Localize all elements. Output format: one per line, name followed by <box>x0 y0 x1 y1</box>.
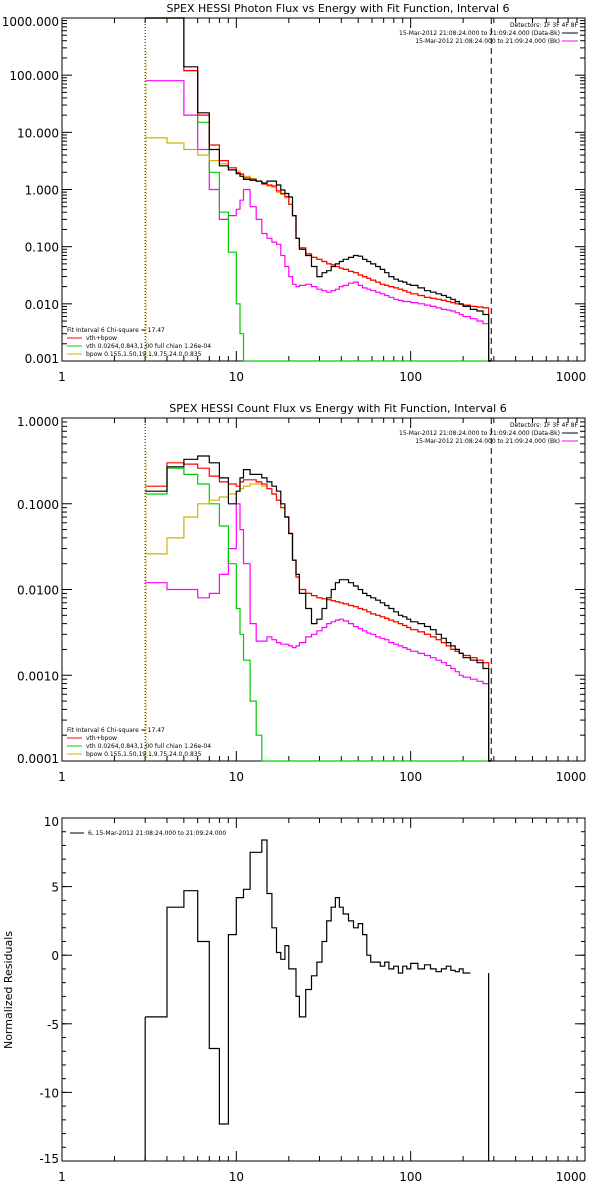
plot-frame <box>61 17 586 362</box>
x-tick-label: 1000 <box>556 1170 587 1184</box>
legend-residuals: 6, 15-Mar-2012 21:08:24.000 to 21:09:24.… <box>88 830 226 837</box>
legend-data-bk: 15-Mar-2012 21:08:24.000 to 21:09:24.000… <box>399 430 560 437</box>
x-tick-label: 1 <box>58 770 66 784</box>
panel-count-flux: SPEX HESSI Count Flux vs Energy with Fit… <box>17 402 586 784</box>
x-tick-label: 10 <box>229 370 244 384</box>
legend-detectors: Detectors: 1F 3F 4F 8F <box>510 422 579 429</box>
reference-lines <box>144 18 492 361</box>
plot-frame <box>61 817 586 1162</box>
series-group <box>144 839 490 1161</box>
legend-fit-interval: Fit Interval 6 Chi-square = 17.47 <box>67 727 165 734</box>
panel-photon-flux: SPEX HESSI Photon Flux vs Energy with Fi… <box>2 2 587 384</box>
axes: 1 10 100 1000 0.0001 0.0010 0.0100 0.1000 1.0000 <box>17 415 586 784</box>
series-total <box>145 17 492 362</box>
legend-bpow: bpow 0.155,1.50,19.1,9.75,24.0,0.835 <box>86 751 202 758</box>
x-tick-label: 10 <box>229 770 244 784</box>
y-tick-label: 0.0001 <box>17 752 59 766</box>
y-tick-label: 0 <box>51 949 59 963</box>
legend-bk: 15-Mar-2012 21:08:24.000 to 21:09:24.000… <box>415 38 560 45</box>
y-tick-label: -10 <box>39 1086 59 1100</box>
reference-lines <box>144 418 492 761</box>
axes: 1 10 100 1000 0.001 0.010 0.100 1.000 10.000 100.… <box>2 15 587 384</box>
y-tick-label: -5 <box>47 1018 59 1032</box>
y-tick-label: 1.0000 <box>17 415 59 429</box>
series-group <box>145 17 492 362</box>
series-vth <box>145 17 492 362</box>
chart-title: SPEX HESSI Photon Flux vs Energy with Fi… <box>166 2 509 15</box>
x-tick-label: 100 <box>399 770 422 784</box>
x-tick-label: 100 <box>399 1170 422 1184</box>
legend-bk: 15-Mar-2012 21:08:24.000 to 21:09:24.000… <box>415 438 560 445</box>
series-vth <box>145 467 492 762</box>
legend-bottom: Fit Interval 6 Chi-square = 17.47 vth+bp… <box>67 327 211 358</box>
axes: 1 10 100 1000 -15 -10 -5 0 5 10 <box>39 815 586 1184</box>
legend-data-bk: 15-Mar-2012 21:08:24.000 to 21:09:24.000… <box>399 30 560 37</box>
y-tick-label: 100.000 <box>9 69 59 83</box>
y-tick-label: 10.000 <box>17 126 59 140</box>
y-tick-label: 0.0010 <box>17 669 59 683</box>
x-tick-label: 1000 <box>556 370 587 384</box>
plot-frame <box>61 417 586 762</box>
x-tick-label: 1000 <box>556 770 587 784</box>
series-group <box>145 455 492 762</box>
x-tick-label: 1 <box>58 1170 66 1184</box>
x-tick-label: 10 <box>229 1170 244 1184</box>
y-tick-label: 1000.000 <box>2 15 59 29</box>
legend-top: Detectors: 1F 3F 4F 8F 15-Mar-2012 21:08… <box>399 22 579 45</box>
legend-detectors: Detectors: 1F 3F 4F 8F <box>510 22 579 29</box>
y-tick-label: -15 <box>39 1152 59 1166</box>
y-tick-label: 0.001 <box>25 352 59 366</box>
y-tick-label: 10 <box>44 815 59 829</box>
y-tick-label: 0.1000 <box>17 498 59 512</box>
y-axis-label: Normalized Residuals <box>2 931 15 1049</box>
series-data <box>145 839 471 1125</box>
series-data <box>145 17 492 362</box>
series-total <box>145 462 492 762</box>
y-tick-label: 5 <box>51 881 59 895</box>
y-tick-label: 0.0100 <box>17 584 59 598</box>
legend-top: 6, 15-Mar-2012 21:08:24.000 to 21:09:24.… <box>70 830 226 837</box>
panel-residuals: 1 10 100 1000 -15 -10 -5 0 5 10 Normalized Residu… <box>2 815 586 1184</box>
legend-top: Detectors: 1F 3F 4F 8F 15-Mar-2012 21:08… <box>399 422 579 445</box>
legend-fit-interval: Fit Interval 6 Chi-square = 17.47 <box>67 327 165 334</box>
series-data <box>145 455 492 762</box>
x-tick-label: 1 <box>58 370 66 384</box>
legend-vth: vth 0.0264,0.843,1.00 full chian 1.26e-0… <box>86 343 211 350</box>
legend-bottom: Fit Interval 6 Chi-square = 17.47 vth+bp… <box>67 727 211 758</box>
x-tick-label: 100 <box>399 370 422 384</box>
y-tick-label: 1.000 <box>25 184 59 198</box>
series-bk <box>145 80 492 362</box>
chart-title: SPEX HESSI Count Flux vs Energy with Fit… <box>169 402 506 415</box>
y-tick-label: 0.010 <box>25 298 59 312</box>
series-bpow <box>145 483 492 762</box>
legend-total: vth+bpow <box>86 335 117 342</box>
series-bpow <box>145 137 492 362</box>
series-bk <box>145 503 492 762</box>
legend-vth: vth 0.0264,0.843,1.00 full chian 1.26e-0… <box>86 743 211 750</box>
legend-bpow: bpow 0.155,1.50,19.1,9.75,24.0,0.835 <box>86 351 202 358</box>
y-tick-label: 0.100 <box>25 241 59 255</box>
legend-total: vth+bpow <box>86 735 117 742</box>
